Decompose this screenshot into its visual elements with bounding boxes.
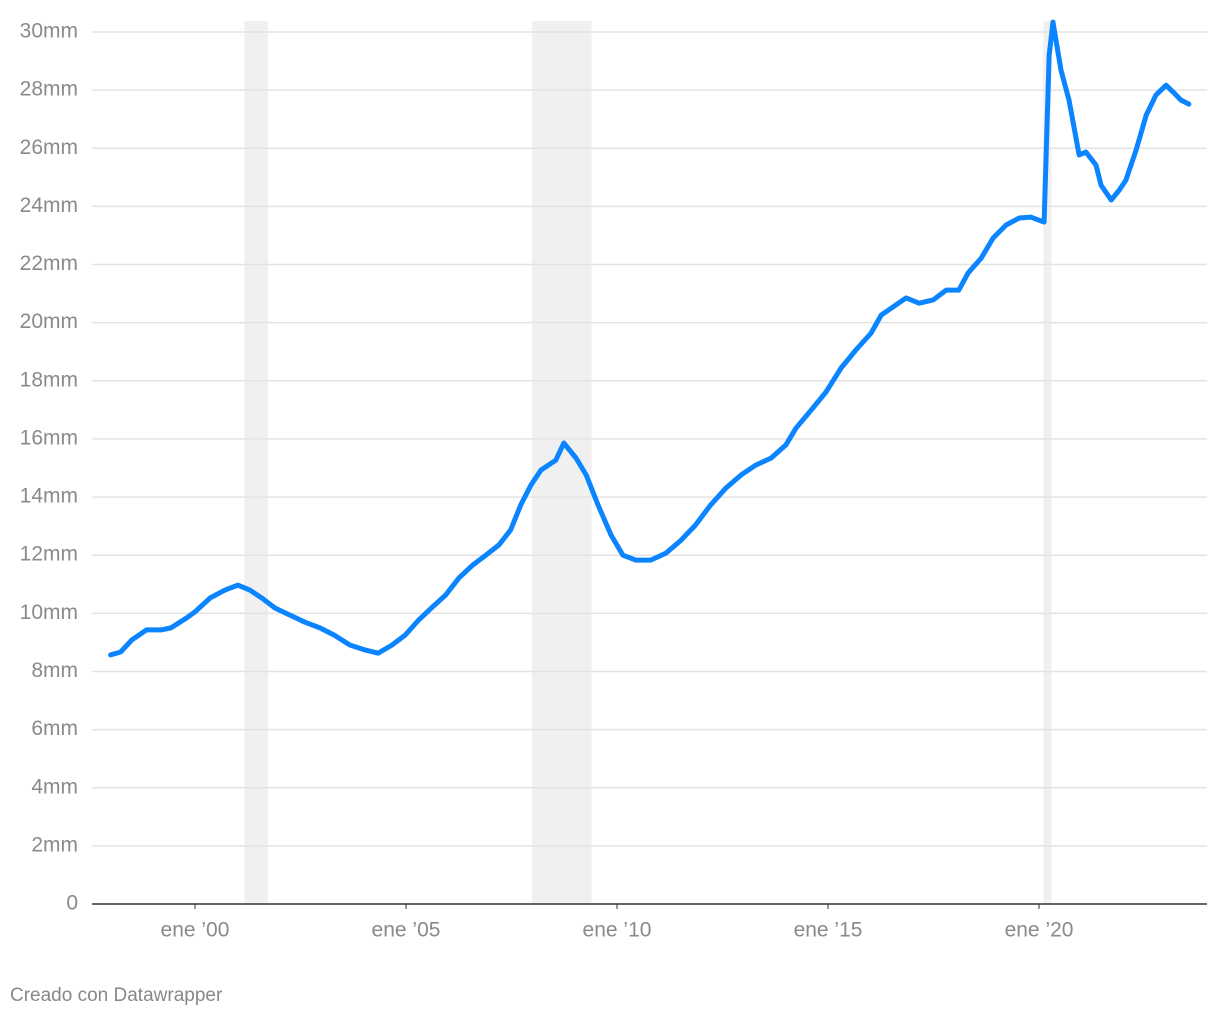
y-tick-label: 8mm — [31, 659, 78, 682]
y-tick-label: 6mm — [31, 717, 78, 740]
y-tick-label: 26mm — [20, 136, 78, 159]
credit: Creado con Datawrapper — [10, 985, 223, 1006]
y-tick-label: 20mm — [20, 310, 78, 333]
y-tick-label: 18mm — [20, 368, 78, 391]
shaded-period — [531, 21, 592, 904]
y-tick-label: 12mm — [20, 543, 78, 566]
y-tick-label: 28mm — [20, 78, 78, 101]
x-tick-label: ene ’15 — [794, 919, 863, 942]
x-tick-label: ene ’05 — [372, 919, 441, 942]
y-tick-label: 30mm — [20, 20, 78, 43]
y-tick-label: 4mm — [31, 775, 78, 798]
y-tick-label: 24mm — [20, 194, 78, 217]
x-tick-label: ene ’00 — [161, 919, 230, 942]
y-tick-label: 0 — [66, 892, 78, 915]
y-tick-label: 2mm — [31, 833, 78, 856]
x-tick-label: ene ’10 — [583, 919, 652, 942]
y-tick-label: 16mm — [20, 426, 78, 449]
shaded-period — [1043, 21, 1052, 904]
x-tick-label: ene ’20 — [1005, 919, 1074, 942]
y-tick-label: 22mm — [20, 252, 78, 275]
line — [108, 19, 1192, 658]
y-tick-label: 10mm — [20, 601, 78, 624]
shaded-period — [244, 21, 268, 904]
y-tick-label: 14mm — [20, 485, 78, 508]
